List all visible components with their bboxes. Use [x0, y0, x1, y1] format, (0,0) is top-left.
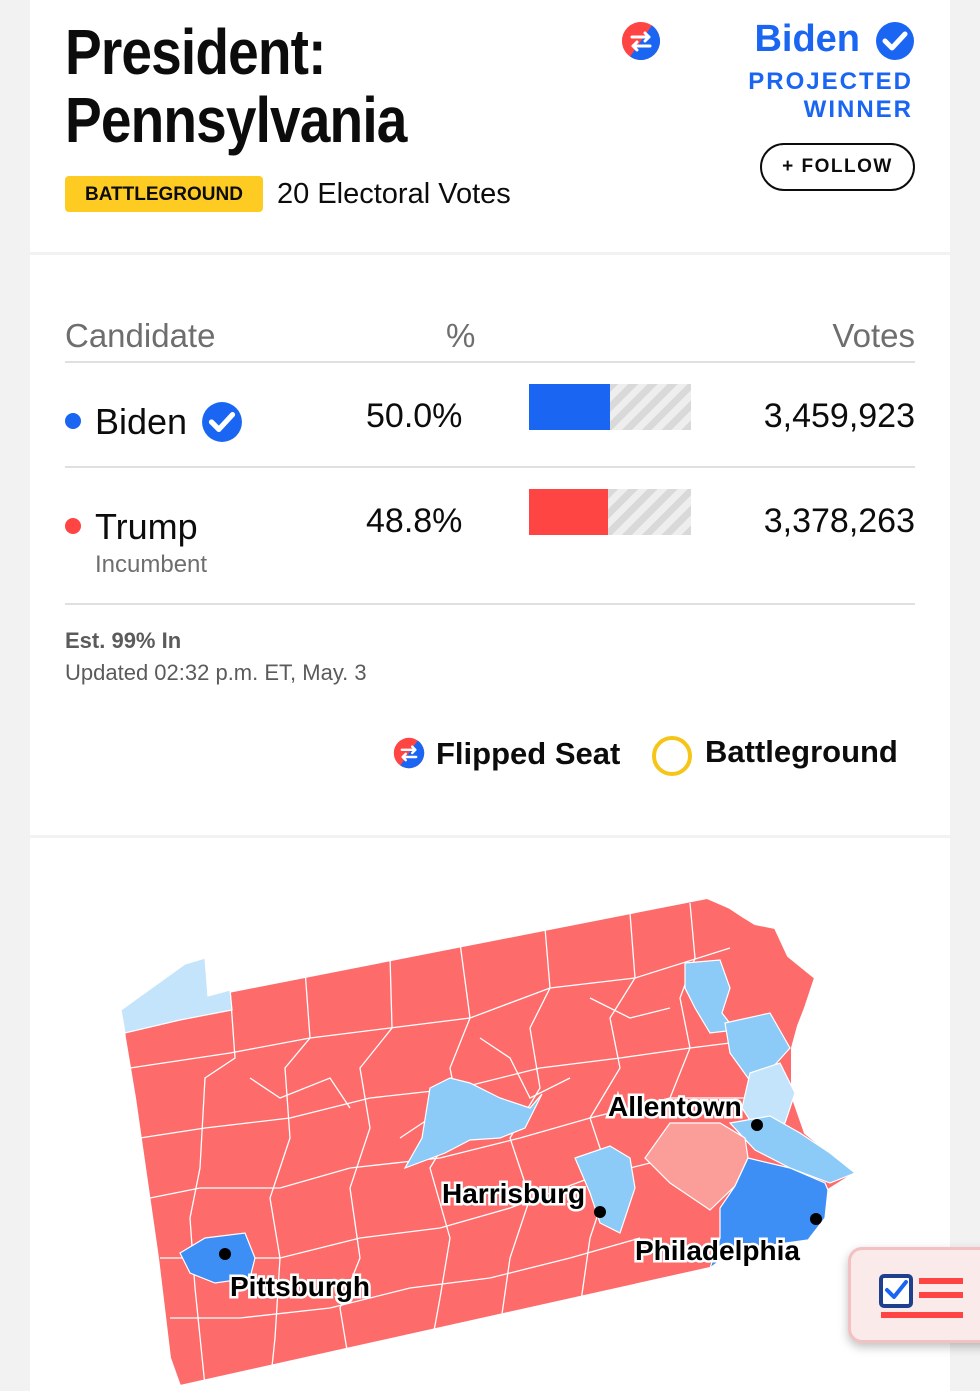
- results-table: Candidate % Votes Biden 50.0% 3,459,923 …: [30, 255, 950, 835]
- winner-check-icon: [876, 22, 914, 60]
- county-map[interactable]: Allentown Harrisburg Philadelphia Pittsb…: [30, 838, 950, 1391]
- county-northampton[interactable]: [741, 1062, 796, 1129]
- divider: [65, 466, 915, 468]
- city-markers: Allentown Harrisburg Philadelphia Pittsb…: [219, 1089, 822, 1305]
- race-header: President: Pennsylvania Biden PROJECTED …: [30, 0, 950, 252]
- column-header-percent: %: [446, 317, 476, 354]
- city-label-allentown: Allentown: [608, 1091, 742, 1122]
- party-dot-democrat: [65, 413, 81, 429]
- flipped-seat-icon: [393, 737, 425, 769]
- county-dauphin[interactable]: [574, 1145, 636, 1234]
- title-line-2: Pennsylvania: [65, 84, 407, 156]
- updated-timestamp: Updated 02:32 p.m. ET, May. 3: [65, 660, 367, 685]
- reporting-status: Est. 99% In: [65, 628, 182, 653]
- county-fills: [120, 957, 857, 1284]
- projected-winner-name: Biden: [754, 18, 860, 60]
- vote-share-bar-fill: [529, 384, 610, 430]
- county-bucks[interactable]: [728, 1115, 857, 1184]
- title-line-1: President:: [65, 16, 326, 88]
- city-label-harrisburg: Harrisburg: [442, 1178, 585, 1209]
- candidate-name: Biden: [95, 401, 188, 442]
- page-title: President: Pennsylvania: [65, 18, 407, 154]
- county-allegheny[interactable]: [179, 1232, 256, 1284]
- city-dot-harrisburg[interactable]: [594, 1206, 606, 1218]
- city-dot-philadelphia[interactable]: [810, 1213, 822, 1225]
- ballot-checklist-button[interactable]: [848, 1247, 980, 1343]
- legend-flipped-seat: Flipped Seat: [436, 736, 621, 771]
- vote-percent: 50.0%: [366, 397, 463, 435]
- city-label-pittsburgh: Pittsburgh: [230, 1271, 370, 1302]
- vote-share-bar-fill: [529, 489, 609, 535]
- electoral-votes: 20 Electoral Votes: [277, 178, 511, 210]
- winner-label-line-1: PROJECTED: [748, 68, 913, 95]
- winner-check-icon: [202, 402, 242, 442]
- legend-battleground: Battleground: [705, 734, 898, 769]
- county-montgomery[interactable]: [708, 1157, 829, 1270]
- projected-winner-label: PROJECTED WINNER: [713, 68, 913, 124]
- city-label-philadelphia: Philadelphia: [635, 1235, 800, 1266]
- county-erie[interactable]: [120, 957, 233, 1034]
- vote-percent: 48.8%: [366, 502, 463, 540]
- city-dot-pittsburgh[interactable]: [219, 1248, 231, 1260]
- city-dot-allentown[interactable]: [751, 1119, 763, 1131]
- follow-button[interactable]: + FOLLOW: [760, 143, 915, 191]
- candidate-name: Trump: [95, 506, 198, 547]
- battleground-circle-icon: [652, 736, 692, 776]
- ballot-checklist-icon: [879, 1274, 963, 1318]
- county-centre[interactable]: [403, 1077, 543, 1170]
- vote-share-bar: [529, 384, 691, 430]
- candidate-subtitle: Incumbent: [95, 551, 208, 578]
- column-header-candidate: Candidate: [65, 317, 216, 354]
- vote-count: 3,378,263: [763, 502, 915, 540]
- column-header-votes: Votes: [832, 317, 915, 354]
- winner-label-line-2: WINNER: [803, 96, 913, 123]
- divider: [65, 603, 915, 605]
- party-dot-republican: [65, 518, 81, 534]
- vote-share-bar: [529, 489, 691, 535]
- battleground-badge: BATTLEGROUND: [65, 176, 263, 212]
- vote-count: 3,459,923: [763, 397, 915, 435]
- flipped-seat-icon: [622, 22, 660, 60]
- county-map-card: Allentown Harrisburg Philadelphia Pittsb…: [30, 838, 950, 1391]
- divider: [65, 361, 915, 363]
